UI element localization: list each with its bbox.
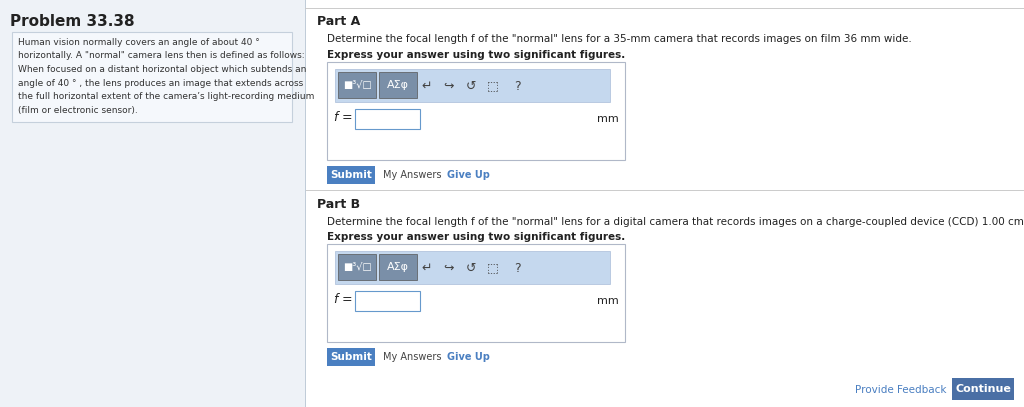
Text: When focused on a distant horizontal object which subtends an: When focused on a distant horizontal obj… xyxy=(18,65,306,74)
Bar xyxy=(327,166,375,184)
Text: Determine the focal length f of the "normal" lens for a digital camera that reco: Determine the focal length f of the "nor… xyxy=(327,217,1024,227)
Text: angle of 40 ° , the lens produces an image that extends across: angle of 40 ° , the lens produces an ima… xyxy=(18,79,303,88)
Bar xyxy=(305,8,1024,9)
Bar xyxy=(355,291,420,311)
Bar xyxy=(355,109,420,129)
Text: Determine the focal length f of the "normal" lens for a 35-mm camera that record: Determine the focal length f of the "nor… xyxy=(327,34,911,44)
Text: ?: ? xyxy=(514,79,520,92)
Text: $f$ =: $f$ = xyxy=(333,110,352,124)
Text: ↺: ↺ xyxy=(466,262,476,274)
Text: ■³√□: ■³√□ xyxy=(343,80,372,90)
Text: the full horizontal extent of the camera’s light-recording medium: the full horizontal extent of the camera… xyxy=(18,92,314,101)
Text: Give Up: Give Up xyxy=(447,352,489,362)
Text: (film or electronic sensor).: (film or electronic sensor). xyxy=(18,105,138,114)
Text: ↪: ↪ xyxy=(443,79,455,92)
Text: ↵: ↵ xyxy=(422,79,432,92)
Text: AΣφ: AΣφ xyxy=(387,262,409,272)
Bar xyxy=(327,244,625,342)
Text: Part A: Part A xyxy=(317,15,360,28)
Text: ↪: ↪ xyxy=(443,262,455,274)
Text: AΣφ: AΣφ xyxy=(387,80,409,90)
Text: Human vision normally covers an angle of about 40 °: Human vision normally covers an angle of… xyxy=(18,38,260,47)
Bar xyxy=(0,0,305,407)
Text: Submit: Submit xyxy=(330,352,372,362)
Text: horizontally. A "normal" camera lens then is defined as follows:: horizontally. A "normal" camera lens the… xyxy=(18,52,304,61)
Bar xyxy=(327,62,625,160)
Text: Part B: Part B xyxy=(317,198,360,211)
Bar xyxy=(952,378,1014,400)
Bar xyxy=(335,69,610,102)
Text: ■³√□: ■³√□ xyxy=(343,262,372,272)
Text: mm: mm xyxy=(597,296,618,306)
Text: ⬚: ⬚ xyxy=(487,262,499,274)
Bar xyxy=(306,190,1024,191)
Text: Express your answer using two significant figures.: Express your answer using two significan… xyxy=(327,232,626,242)
Text: Provide Feedback: Provide Feedback xyxy=(855,385,946,395)
Text: mm: mm xyxy=(597,114,618,124)
Bar xyxy=(327,348,375,366)
Text: My Answers: My Answers xyxy=(383,352,441,362)
Text: My Answers: My Answers xyxy=(383,170,441,180)
Text: ↵: ↵ xyxy=(422,262,432,274)
Text: ⬚: ⬚ xyxy=(487,79,499,92)
Bar xyxy=(379,254,417,280)
Bar xyxy=(335,251,610,284)
Text: Submit: Submit xyxy=(330,170,372,180)
Text: Express your answer using two significant figures.: Express your answer using two significan… xyxy=(327,50,626,60)
Bar xyxy=(338,72,376,98)
Text: Continue: Continue xyxy=(955,384,1011,394)
Bar xyxy=(306,8,1024,9)
Text: Give Up: Give Up xyxy=(447,170,489,180)
Text: ↺: ↺ xyxy=(466,79,476,92)
Text: ?: ? xyxy=(514,262,520,274)
Text: $f$ =: $f$ = xyxy=(333,292,352,306)
Text: Problem 33.38: Problem 33.38 xyxy=(10,14,134,29)
Bar xyxy=(12,32,292,122)
Bar xyxy=(305,0,1024,407)
Bar xyxy=(379,72,417,98)
Bar xyxy=(338,254,376,280)
